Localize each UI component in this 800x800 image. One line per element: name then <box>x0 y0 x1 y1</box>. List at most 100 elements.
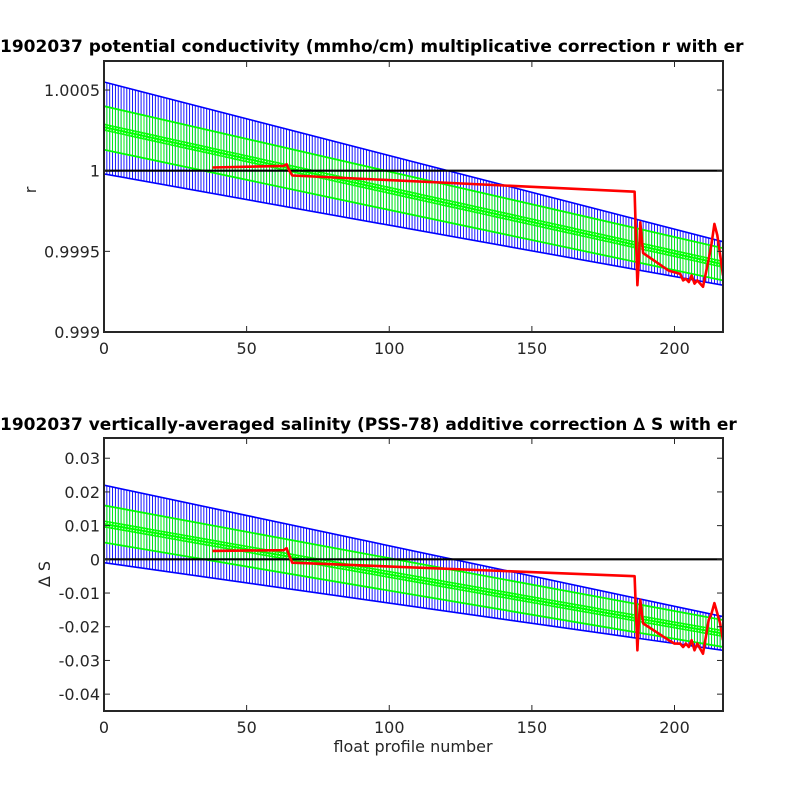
bottom-y-tick-label: 0.02 <box>64 483 100 502</box>
top-x-tick-label: 50 <box>236 339 256 358</box>
bottom-fitted-point <box>411 575 419 583</box>
bottom-y-tick-label: 0.03 <box>64 449 100 468</box>
bottom-y-tick-label: -0.02 <box>59 618 100 637</box>
bottom-fitted-point <box>508 592 516 600</box>
bottom-x-tick-label: 200 <box>659 718 690 737</box>
bottom-fitted-point <box>217 540 225 549</box>
top-y-tick-label: 0.9995 <box>44 242 100 261</box>
bottom-fitted-point <box>610 610 619 618</box>
bottom-fitted-point <box>185 535 194 543</box>
bottom-fitted-point <box>339 562 348 571</box>
bottom-fitted-point <box>647 617 656 625</box>
bottom-fitted-point <box>513 593 522 601</box>
bottom-fitted-point <box>687 624 696 632</box>
bottom-fitted-point <box>659 619 667 627</box>
bottom-fitted-point <box>599 608 607 616</box>
bottom-fitted-center-line <box>104 522 723 635</box>
bottom-fitted-point <box>536 597 545 605</box>
bottom-fitted-point <box>200 537 208 546</box>
bottom-fitted-point <box>499 590 508 599</box>
bottom-fitted-point <box>491 589 499 597</box>
bottom-fitted-point <box>625 613 633 621</box>
bottom-fitted-point <box>485 588 493 596</box>
bottom-fitted-point <box>645 616 653 625</box>
bottom-fitted-point <box>551 599 559 608</box>
bottom-fitted-point <box>382 570 391 578</box>
bottom-data-layer <box>104 484 723 656</box>
top-inner-band-upper <box>104 105 723 249</box>
bottom-fitted-point <box>471 585 479 594</box>
bottom-fitted-point <box>448 581 456 590</box>
top-inner-band-lower <box>104 148 723 282</box>
bottom-fitted-point <box>439 580 448 588</box>
bottom-fitted-point <box>505 591 513 600</box>
bottom-x-tick-label: 50 <box>236 718 256 737</box>
bottom-y-tick-label: -0.01 <box>59 584 100 603</box>
top-plot-frame <box>103 60 724 333</box>
bottom-fitted-point <box>402 573 411 582</box>
bottom-fitted-point <box>556 601 565 609</box>
bottom-fitted-point <box>548 599 556 607</box>
bottom-fitted-point <box>650 617 659 626</box>
bottom-y-tick-label: -0.04 <box>59 685 100 704</box>
bottom-fitted-point <box>585 606 593 614</box>
bottom-fitted-point <box>665 620 673 628</box>
bottom-fitted-point <box>488 588 496 597</box>
bottom-fitted-point <box>605 609 613 617</box>
bottom-fitted-point <box>622 612 630 621</box>
bottom-fitted-point <box>422 577 431 585</box>
bottom-fitted-point <box>473 586 482 594</box>
bottom-fitted-point <box>565 602 573 610</box>
bottom-fitted-point <box>670 621 679 629</box>
bottom-inner-band-upper <box>104 504 723 621</box>
top-chart-title: 1902037 potential conductivity (mmho/cm)… <box>0 37 744 57</box>
bottom-fitted-point <box>205 538 214 547</box>
bottom-fitted-point <box>125 524 134 533</box>
bottom-fitted-point <box>388 571 396 579</box>
bottom-fitted-point <box>154 529 162 538</box>
top-y-tick-label: 1 <box>90 162 100 181</box>
bottom-fitted-point <box>653 618 662 626</box>
bottom-fitted-point <box>528 595 536 604</box>
bottom-fitted-point <box>151 529 160 537</box>
bottom-fitted-point <box>371 568 379 576</box>
bottom-fitted-point <box>394 572 402 580</box>
bottom-fitted-point <box>111 522 120 530</box>
bottom-fitted-point <box>590 607 599 615</box>
bottom-fitted-point <box>391 571 399 580</box>
bottom-fitted-point <box>194 536 202 545</box>
bottom-fitted-point <box>667 620 676 629</box>
bottom-fitted-point <box>188 535 197 544</box>
bottom-fitted-point <box>476 586 485 595</box>
bottom-fitted-point <box>431 578 439 587</box>
bottom-fitted-point <box>416 576 425 584</box>
top-x-tick-label: 150 <box>517 339 548 358</box>
bottom-fitted-point <box>165 531 174 540</box>
bottom-fitted-point <box>662 619 670 628</box>
bottom-fitted-point <box>685 623 693 632</box>
bottom-fitted-point <box>374 568 382 577</box>
bottom-x-tick-label: 100 <box>374 718 405 737</box>
bottom-fitted-point <box>579 605 587 613</box>
top-y-tick-label: 0.999 <box>54 323 100 342</box>
bottom-fitted-point <box>673 621 682 630</box>
bottom-fitted-point <box>519 594 528 602</box>
top-x-tick-label: 0 <box>99 339 109 358</box>
bottom-x-tick-label: 150 <box>517 718 548 737</box>
bottom-fitted-point <box>291 554 299 562</box>
bottom-fitted-point <box>171 532 180 541</box>
bottom-fitted-point <box>479 587 488 595</box>
bottom-fitted-point <box>368 567 376 576</box>
bottom-fitted-point <box>128 525 137 533</box>
bottom-tick-layer: 0 50 100 150 200 -0.04 -0.03 -0.02 -0.01 0 0.01 0.0… <box>59 438 723 737</box>
bottom-fitted-point <box>596 608 605 616</box>
bottom-fitted-point <box>608 610 616 618</box>
bottom-fitted-point <box>385 570 393 579</box>
bottom-fitted-point <box>365 567 373 575</box>
bottom-fitted-point <box>137 526 145 535</box>
bottom-fitted-point <box>616 611 625 620</box>
bottom-fitted-point <box>131 525 140 534</box>
top-x-tick-label: 100 <box>374 339 405 358</box>
bottom-plot-frame <box>103 437 724 712</box>
bottom-fitted-point <box>183 534 191 543</box>
